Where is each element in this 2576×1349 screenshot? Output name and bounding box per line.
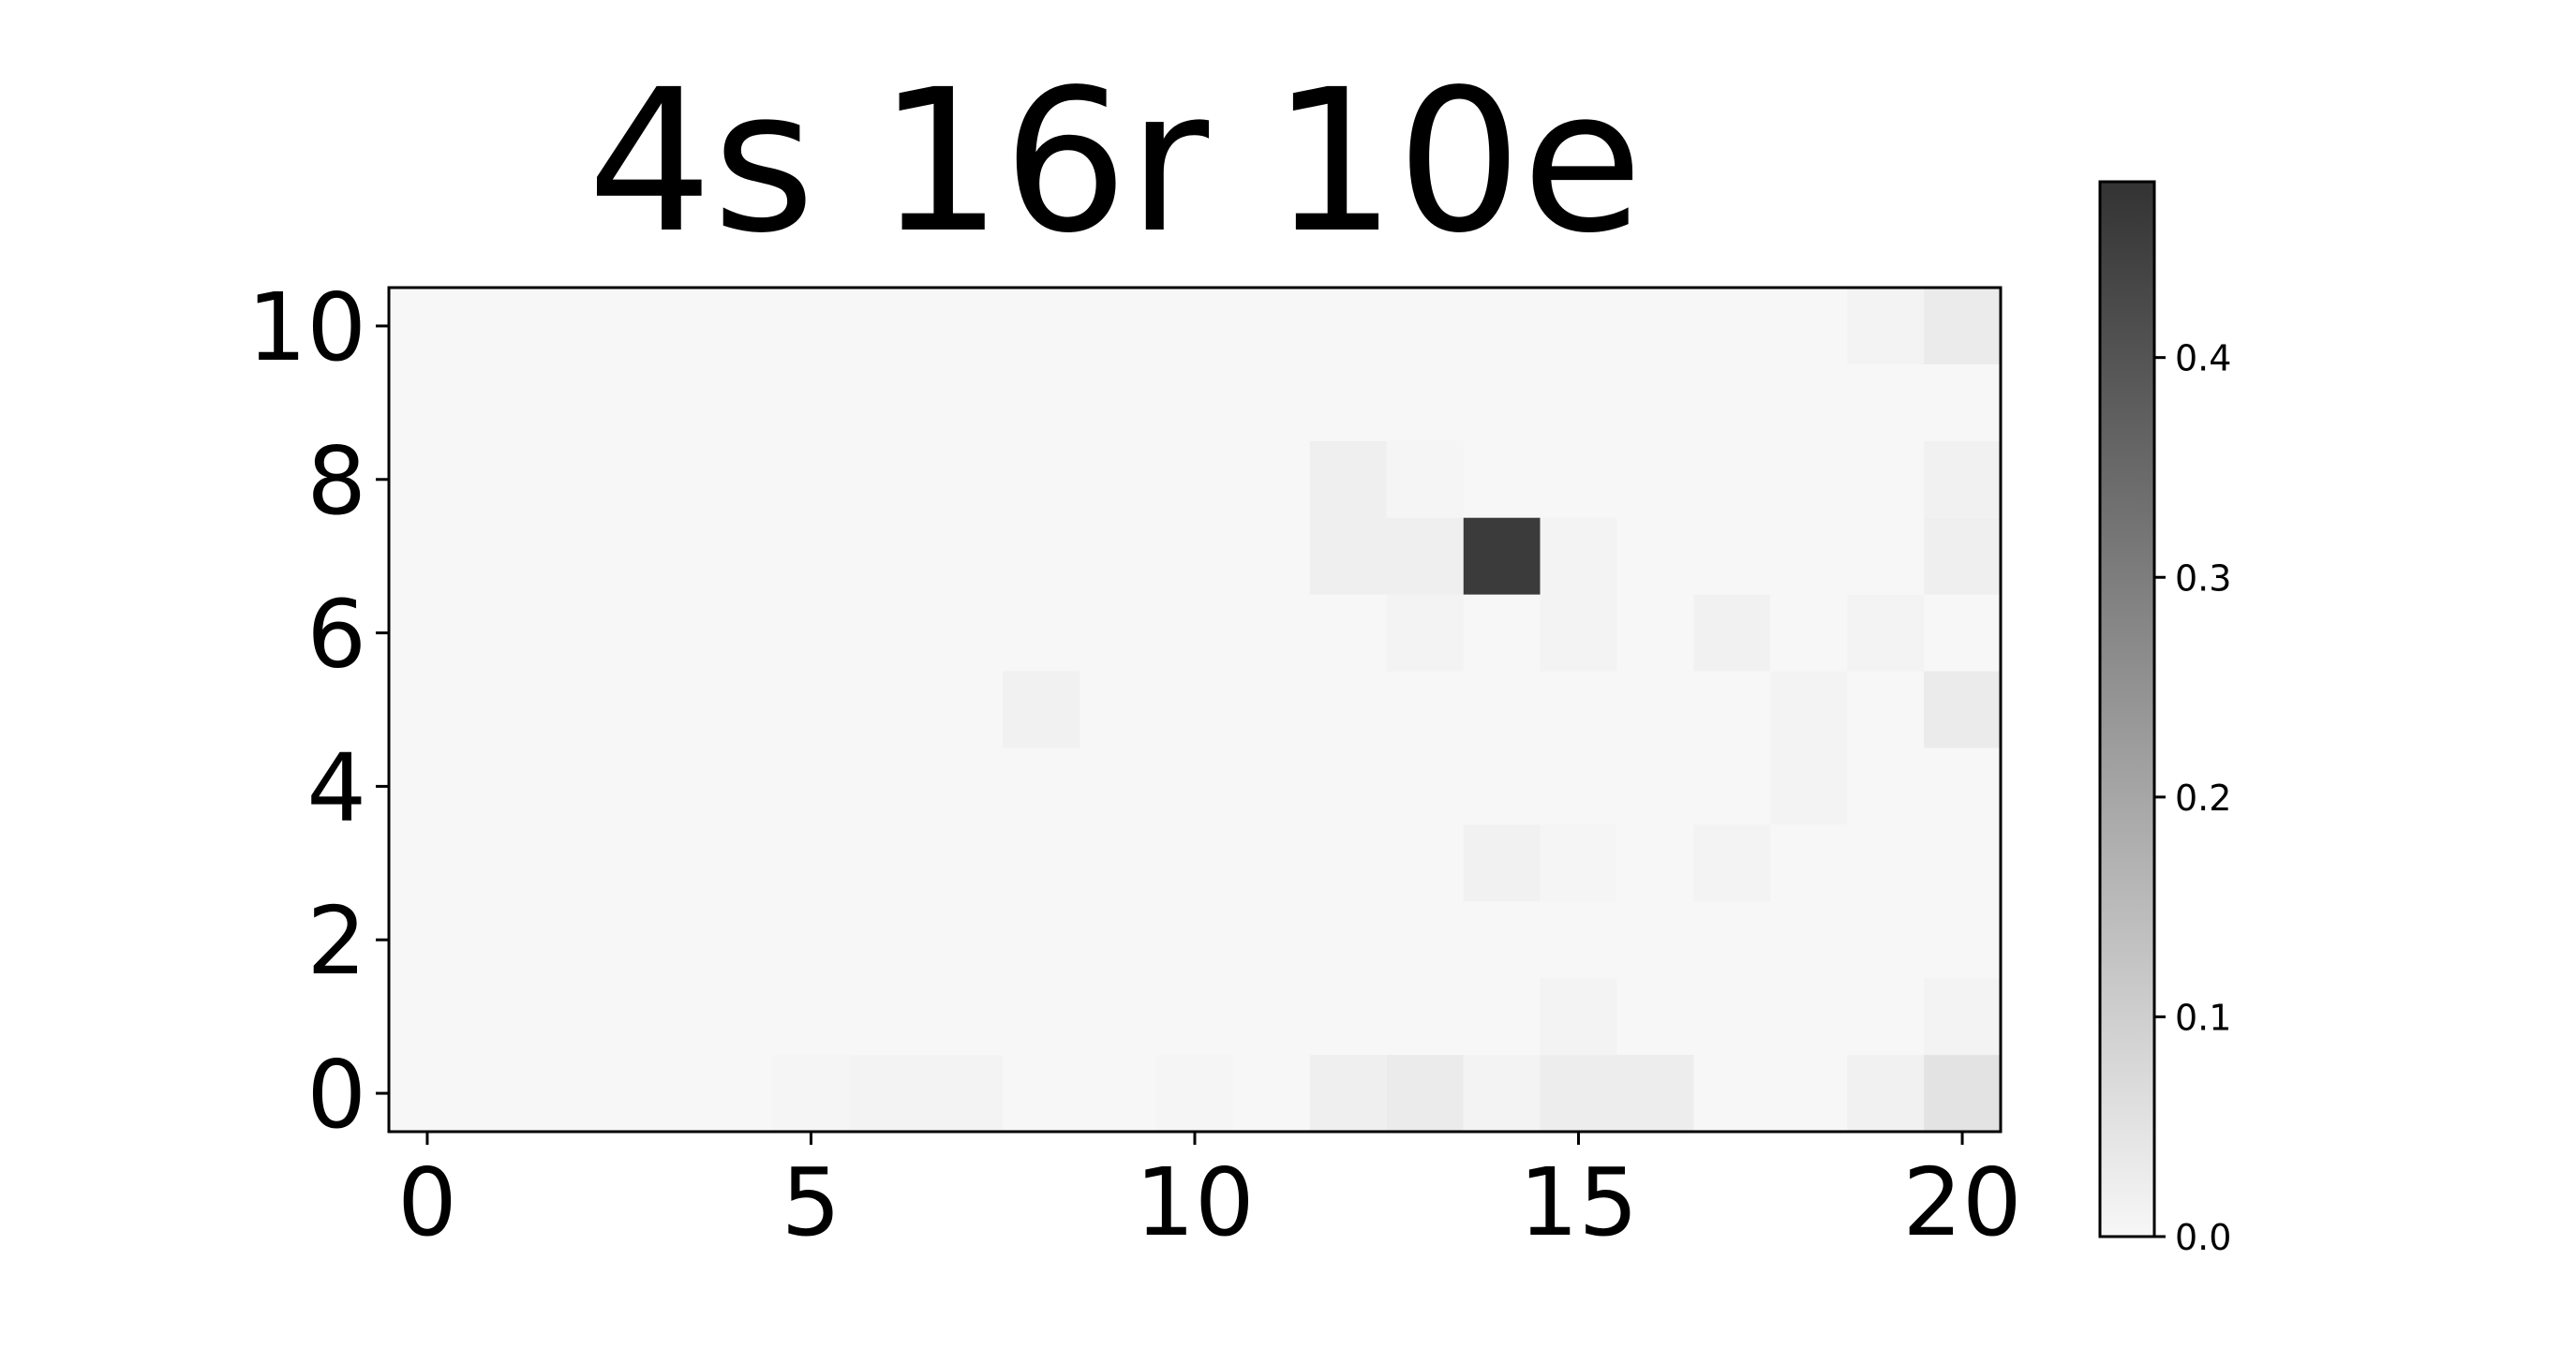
heatmap-cell — [1309, 440, 1387, 518]
heatmap-cell — [1924, 440, 2001, 518]
heatmap-cell — [1847, 1055, 1925, 1132]
heatmap-cell — [772, 1055, 850, 1132]
heatmap-cell — [1386, 594, 1464, 672]
heatmap-cell — [1616, 1055, 1694, 1132]
heatmap-cell — [1693, 824, 1771, 902]
heatmap-cell — [1386, 440, 1464, 518]
y-tick-label: 0 — [306, 1040, 366, 1149]
heatmap-cell — [1924, 978, 2001, 1056]
x-tick-label: 15 — [1519, 1148, 1638, 1257]
y-tick-label: 8 — [306, 426, 366, 536]
y-axis: 0 2 4 6 8 10 — [247, 273, 389, 1149]
x-tick-label: 5 — [782, 1148, 841, 1257]
heatmap-cell — [849, 1055, 927, 1132]
y-tick-label: 6 — [306, 580, 366, 689]
plot-background — [389, 288, 2001, 1132]
colorbar-axis: 0.0 0.1 0.2 0.3 0.4 — [2154, 338, 2231, 1258]
colorbar-tick-label: 0.0 — [2175, 1217, 2231, 1258]
colorbar-tick-label: 0.2 — [2175, 778, 2231, 819]
y-tick-label: 10 — [247, 273, 366, 382]
heatmap-cell — [1770, 748, 1848, 825]
heatmap-cell — [1003, 671, 1080, 749]
x-tick-label: 20 — [1902, 1148, 2021, 1257]
heatmap-cell — [1309, 517, 1387, 595]
heatmap-cell — [1924, 517, 2001, 595]
heatmap-cell — [1540, 594, 1617, 672]
heatmap-cell — [926, 1055, 1004, 1132]
heatmap-cells — [772, 288, 2001, 1132]
heatmap-cell — [1924, 671, 2001, 749]
colorbar-tick-label: 0.1 — [2175, 997, 2231, 1038]
y-tick-label: 2 — [306, 886, 366, 996]
heatmap-cell — [1386, 517, 1464, 595]
y-tick-label: 4 — [306, 733, 366, 842]
heatmap-cell — [1540, 978, 1617, 1056]
heatmap-cell — [1540, 517, 1617, 595]
chart-title: 4s 16r 10e — [588, 47, 1644, 276]
heatmap-cell — [1540, 1055, 1617, 1132]
heatmap-cell — [1924, 288, 2001, 364]
x-tick-label: 0 — [397, 1148, 457, 1257]
heatmap-cell — [1463, 1055, 1541, 1132]
heatmap-cell — [1924, 1055, 2001, 1132]
heatmap-cell — [1309, 1055, 1387, 1132]
heatmap-cell — [1156, 1055, 1233, 1132]
heatmap-cell — [1463, 824, 1541, 902]
heatmap-cell — [1693, 594, 1771, 672]
heatmap-cell — [1463, 517, 1541, 595]
colorbar — [2098, 180, 2156, 1238]
heatmap-cell — [1770, 671, 1848, 749]
heatmap-cell — [1540, 824, 1617, 902]
heatmap-cell — [1847, 288, 1925, 364]
x-tick-label: 10 — [1135, 1148, 1254, 1257]
colorbar-tick-label: 0.3 — [2175, 557, 2231, 599]
x-axis: 0 5 10 15 20 — [397, 1132, 2022, 1257]
heatmap-cell — [1386, 1055, 1464, 1132]
colorbar-tick-label: 0.4 — [2175, 338, 2231, 379]
heatmap-cell — [1847, 594, 1925, 672]
